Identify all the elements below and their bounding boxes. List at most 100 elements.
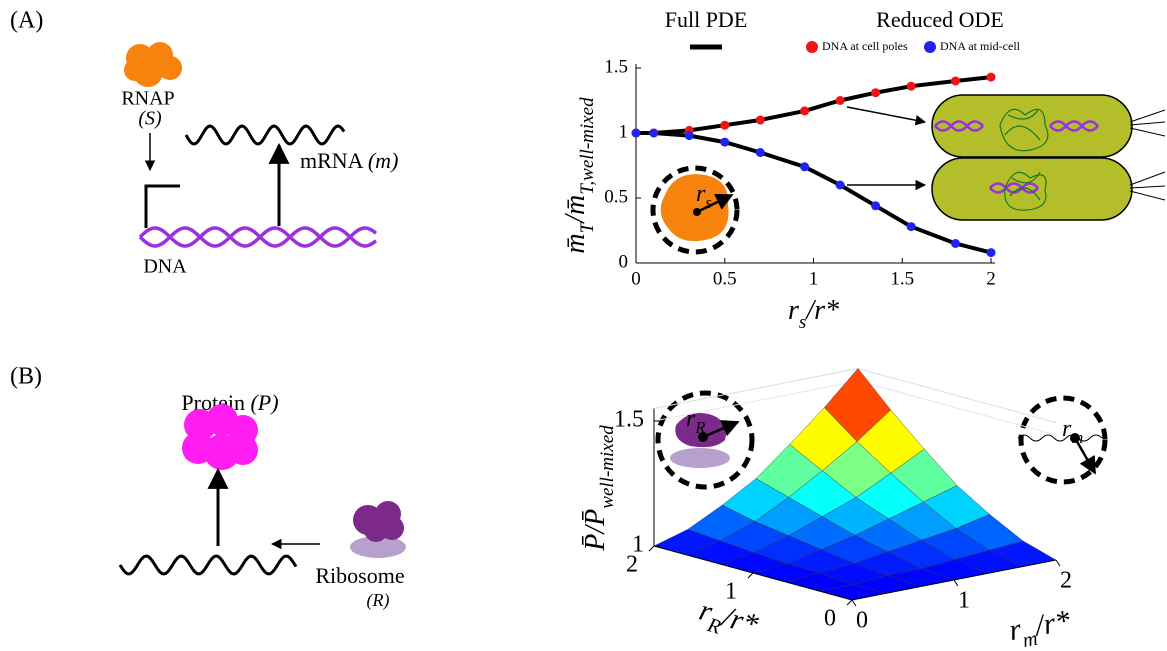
inset-rm <box>1017 395 1108 485</box>
ode-point <box>720 137 730 147</box>
charts: 00.511.50 0.5 1 1.5 2rs/r*m̄T/m̄T,well-mixed… <box>560 7 1083 651</box>
ode-point <box>835 96 845 105</box>
ode-point <box>631 128 641 138</box>
y-tick-label: 0 <box>619 251 629 272</box>
inset-label: rR <box>686 406 705 438</box>
panel-label: (A) <box>10 8 43 34</box>
ode-point <box>871 88 881 98</box>
z-axis-label-part: well-mixed <box>597 425 618 509</box>
inset-label: rm <box>1062 416 1083 448</box>
protein-icon <box>182 404 258 470</box>
promoter <box>144 184 180 228</box>
legend-line-label: Full PDE <box>665 7 748 32</box>
x-tick-label: 1 <box>958 588 970 614</box>
y-tick-label: 1.5 <box>604 56 628 77</box>
x-tick-label: 1 <box>809 268 819 289</box>
diagram-a: RNAP (S) DNA mRNA (m) <box>121 42 398 278</box>
y-axis-label-part: R <box>704 614 724 639</box>
y-axis-label-part: m̄ <box>560 233 591 253</box>
y-tick-label: 1 <box>725 579 737 605</box>
y-tick <box>648 545 655 552</box>
y-axis-label-part: T,well-mixed <box>577 97 598 195</box>
inset-label-part: R <box>694 418 705 437</box>
x-axis-label: rs/r* <box>788 295 839 332</box>
y-axis-label-part: /m̄ <box>560 195 591 225</box>
x-tick-label: 0.5 <box>713 268 737 289</box>
inset-label-part: r <box>1062 416 1072 442</box>
x-tick-label: 0 <box>856 608 868 634</box>
y-tick-label: 0.5 <box>604 186 628 207</box>
legend-label: DNA at cell poles <box>822 39 908 53</box>
x-axis-label-part: m <box>1021 627 1039 651</box>
x-axis-label-part: r <box>788 295 799 326</box>
ode-point <box>906 81 916 91</box>
x-axis-label: rm/r* <box>1006 604 1073 651</box>
z-tick-label: 1.5 <box>614 407 644 433</box>
x-tick <box>1055 559 1061 567</box>
rnap-symbol: (S) <box>138 108 162 130</box>
legend-marker <box>924 41 936 53</box>
mrna-wave <box>118 554 298 576</box>
diagram-b: Protein (P) Ribosome (R) <box>118 390 406 611</box>
ode-point <box>800 106 810 116</box>
ode-point <box>906 222 916 232</box>
x-tick-label: 0 <box>631 268 641 289</box>
legend-label: DNA at mid-cell <box>940 39 1021 53</box>
inset-rs <box>650 165 740 255</box>
y-axis-label: m̄T/m̄T,well-mixed <box>560 97 597 254</box>
mrna-text: mRNA <box>300 148 364 173</box>
legend-title: Reduced ODE <box>876 7 1004 32</box>
ode-point <box>800 162 810 172</box>
z-tick-label: 1 <box>632 532 644 558</box>
box-line <box>653 368 859 409</box>
inset-label-part: r <box>696 181 706 207</box>
y-tick <box>846 599 853 606</box>
z-axis-label: P̄/P̄well-mixed <box>580 425 617 552</box>
ode-point <box>720 120 730 130</box>
mrna-label: mRNA (m) <box>300 148 398 173</box>
x-tick <box>851 599 857 607</box>
inset-label-part: s <box>705 193 711 212</box>
rnap-label: RNAP <box>121 88 174 110</box>
inset-label-part: r <box>686 406 696 432</box>
mrna-wave <box>184 124 346 146</box>
y-tick <box>747 572 754 579</box>
ode-point <box>986 72 996 82</box>
x-tick-label: 2 <box>986 268 996 289</box>
ribosome-label: Ribosome <box>315 563 404 588</box>
y-tick-label: 0 <box>824 606 836 632</box>
x-axis-label-part: /r* <box>1030 604 1072 643</box>
legend-marker <box>806 41 818 53</box>
protein-label: Protein (P) <box>181 390 278 415</box>
x-tick-label: 1.5 <box>890 268 914 289</box>
y-axis-label-part: /r* <box>717 600 762 642</box>
mrna-symbol: (m) <box>368 148 399 173</box>
ribosome-symbol: (R) <box>367 590 390 611</box>
x-axis-label-part: /r* <box>804 295 839 326</box>
x-axis-label-part: s <box>799 312 806 333</box>
protein-symbol: (P) <box>250 390 278 415</box>
ode-point <box>951 239 960 248</box>
dna-helix <box>138 226 378 248</box>
y-tick-label: 1 <box>619 121 629 142</box>
box-line <box>857 368 1057 423</box>
z-axis-label-part: P̄/P̄ <box>580 509 611 552</box>
ode-point <box>986 248 996 258</box>
ode-point <box>871 201 881 211</box>
ode-point <box>835 180 845 190</box>
ode-point <box>649 128 659 138</box>
ode-point <box>755 148 765 157</box>
dna-label: DNA <box>143 256 187 278</box>
inset-label: rs <box>696 181 712 213</box>
rnap-icon <box>124 42 182 87</box>
x-tick-label: 2 <box>1060 568 1072 594</box>
ode-point <box>755 115 765 125</box>
y-axis-label: rR/r* <box>694 593 762 648</box>
cell-illustrations <box>846 94 1166 221</box>
ribosome-icon <box>350 501 406 558</box>
y-tick-label: 2 <box>626 552 638 578</box>
x-tick <box>953 579 959 587</box>
ode-point <box>684 131 694 141</box>
ode-point <box>951 76 960 86</box>
